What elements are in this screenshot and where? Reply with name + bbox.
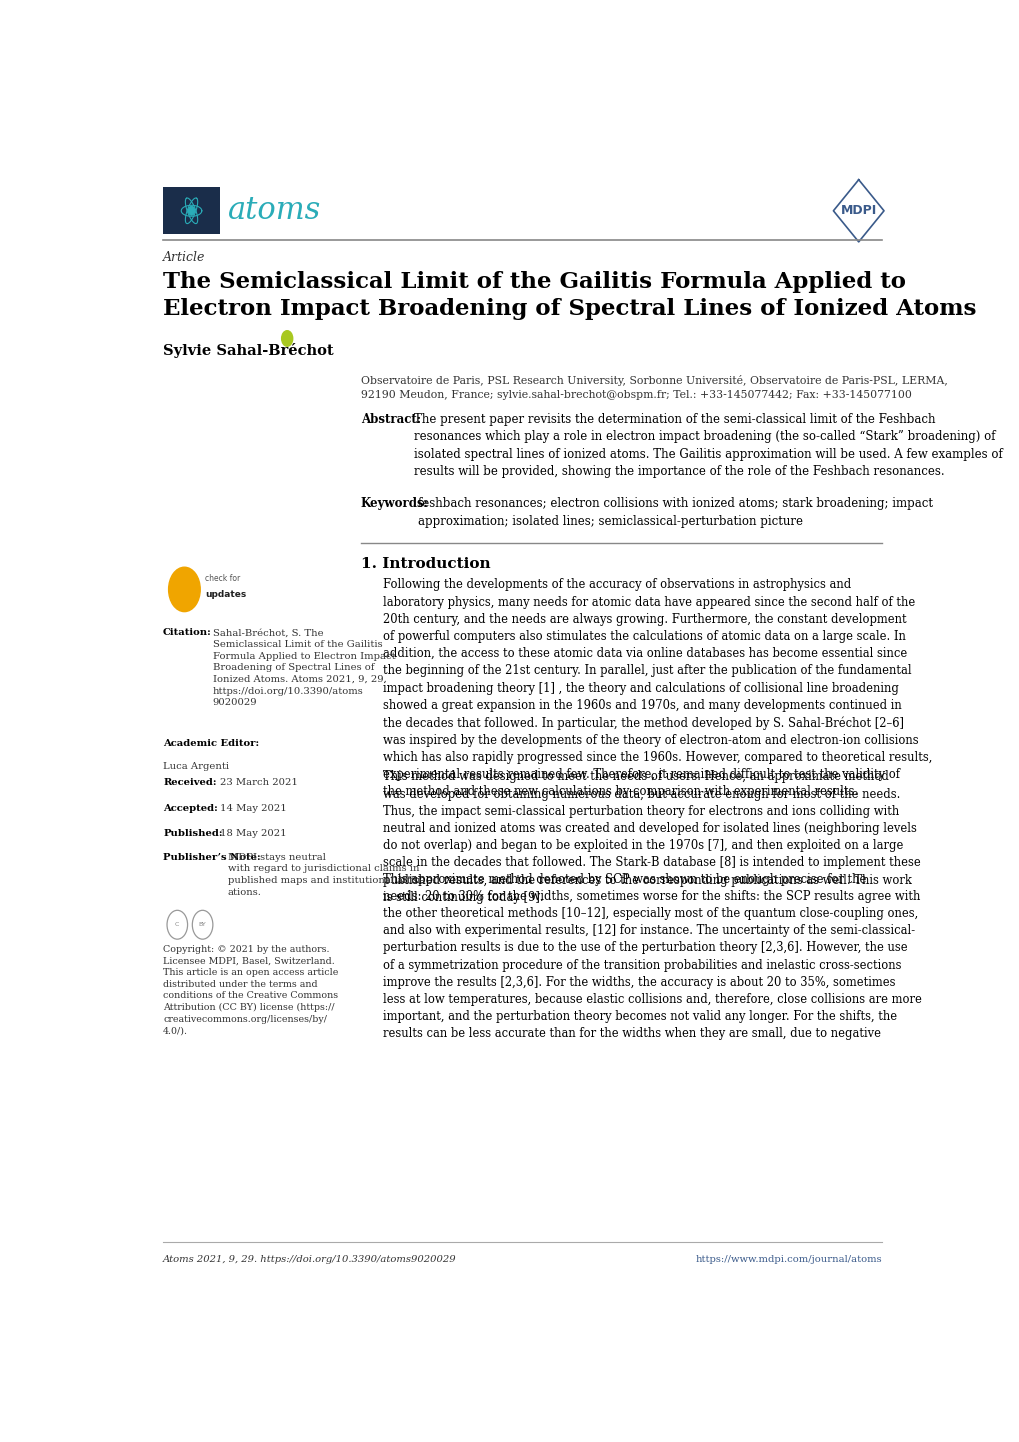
- Text: The present paper revisits the determination of the semi-classical limit of the : The present paper revisits the determina…: [414, 412, 1003, 479]
- Text: Abstract:: Abstract:: [361, 412, 421, 425]
- Text: Citation:: Citation:: [163, 629, 212, 637]
- Circle shape: [281, 330, 292, 346]
- Text: BY: BY: [199, 923, 206, 927]
- Text: Luca Argenti: Luca Argenti: [163, 761, 229, 770]
- Circle shape: [189, 206, 195, 215]
- Text: Published:: Published:: [163, 829, 222, 838]
- Circle shape: [168, 567, 200, 611]
- Text: 14 May 2021: 14 May 2021: [220, 803, 286, 813]
- Text: Publisher’s Note:: Publisher’s Note:: [163, 852, 261, 861]
- Text: Article: Article: [163, 251, 205, 264]
- Text: 23 March 2021: 23 March 2021: [220, 779, 298, 787]
- Text: 18 May 2021: 18 May 2021: [220, 829, 286, 838]
- Text: C: C: [175, 923, 179, 927]
- Text: The Semiclassical Limit of the Gailitis Formula Applied to
Electron Impact Broad: The Semiclassical Limit of the Gailitis …: [163, 271, 975, 320]
- Text: updates: updates: [205, 590, 246, 600]
- Text: Observatoire de Paris, PSL Research University, Sorbonne Université, Observatoir: Observatoire de Paris, PSL Research Univ…: [361, 375, 947, 399]
- Text: https://www.mdpi.com/journal/atoms: https://www.mdpi.com/journal/atoms: [695, 1255, 881, 1263]
- Text: atoms: atoms: [227, 195, 321, 226]
- Text: check for: check for: [205, 574, 240, 583]
- Text: feshbach resonances; electron collisions with ionized atoms; stark broadening; i: feshbach resonances; electron collisions…: [418, 497, 932, 528]
- Text: Following the developments of the accuracy of observations in astrophysics and
l: Following the developments of the accura…: [382, 578, 931, 799]
- Text: Academic Editor:: Academic Editor:: [163, 740, 259, 748]
- Text: MDPI stays neutral
with regard to jurisdictional claims in
published maps and in: MDPI stays neutral with regard to jurisd…: [227, 852, 423, 897]
- Text: iD: iD: [283, 336, 290, 340]
- Text: This approximate method denoted by SCP was shown to be enough precise for the
ne: This approximate method denoted by SCP w…: [382, 872, 921, 1040]
- Text: ✓: ✓: [178, 583, 190, 597]
- Text: This method was designed to meet the needs of users. Hence, an approximate metho: This method was designed to meet the nee…: [382, 770, 920, 904]
- Text: Copyright: © 2021 by the authors.
Licensee MDPI, Basel, Switzerland.
This articl: Copyright: © 2021 by the authors. Licens…: [163, 945, 338, 1035]
- Text: Keywords:: Keywords:: [361, 497, 428, 510]
- Text: MDPI: MDPI: [840, 205, 876, 218]
- Text: Accepted:: Accepted:: [163, 803, 218, 813]
- Text: 1. Introduction: 1. Introduction: [361, 557, 490, 571]
- Text: Atoms 2021, 9, 29. https://doi.org/10.3390/atoms9020029: Atoms 2021, 9, 29. https://doi.org/10.33…: [163, 1255, 457, 1263]
- Bar: [163, 187, 220, 234]
- Text: Sahal-Bréchot, S. The
Semiclassical Limit of the Gailitis
Formula Applied to Ele: Sahal-Bréchot, S. The Semiclassical Limi…: [213, 629, 395, 707]
- Text: Sylvie Sahal-Bréchot: Sylvie Sahal-Bréchot: [163, 343, 333, 358]
- Text: Received:: Received:: [163, 779, 216, 787]
